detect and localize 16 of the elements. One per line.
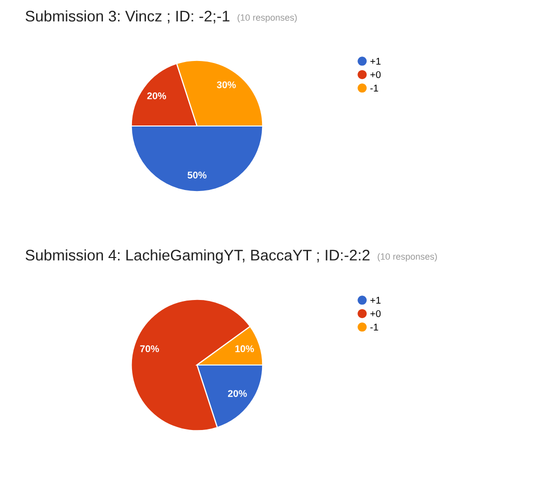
legend-label: +0 xyxy=(370,71,381,78)
legend-label: +1 xyxy=(370,58,381,65)
data-label: 10% xyxy=(235,345,254,352)
legend-label: +0 xyxy=(370,310,381,318)
chart-title: Submission 4: LachieGamingYT, BaccaYT ; ID:-2:2 xyxy=(26,249,370,264)
text: (10 responses) xyxy=(378,253,437,262)
data-label: 20% xyxy=(147,92,166,100)
chart-title: Submission 3: Vincz ; ID: -2;-1 xyxy=(26,10,230,24)
chart-subtitle: (10 responses) xyxy=(238,14,297,22)
data-label: 30% xyxy=(216,81,236,88)
data-label: 70% xyxy=(140,345,159,352)
data-label: 20% xyxy=(228,390,247,397)
legend-label: -1 xyxy=(370,84,378,92)
legend-label: -1 xyxy=(370,324,378,330)
legend-label: +1 xyxy=(370,296,381,304)
data-label: 50% xyxy=(188,172,206,179)
